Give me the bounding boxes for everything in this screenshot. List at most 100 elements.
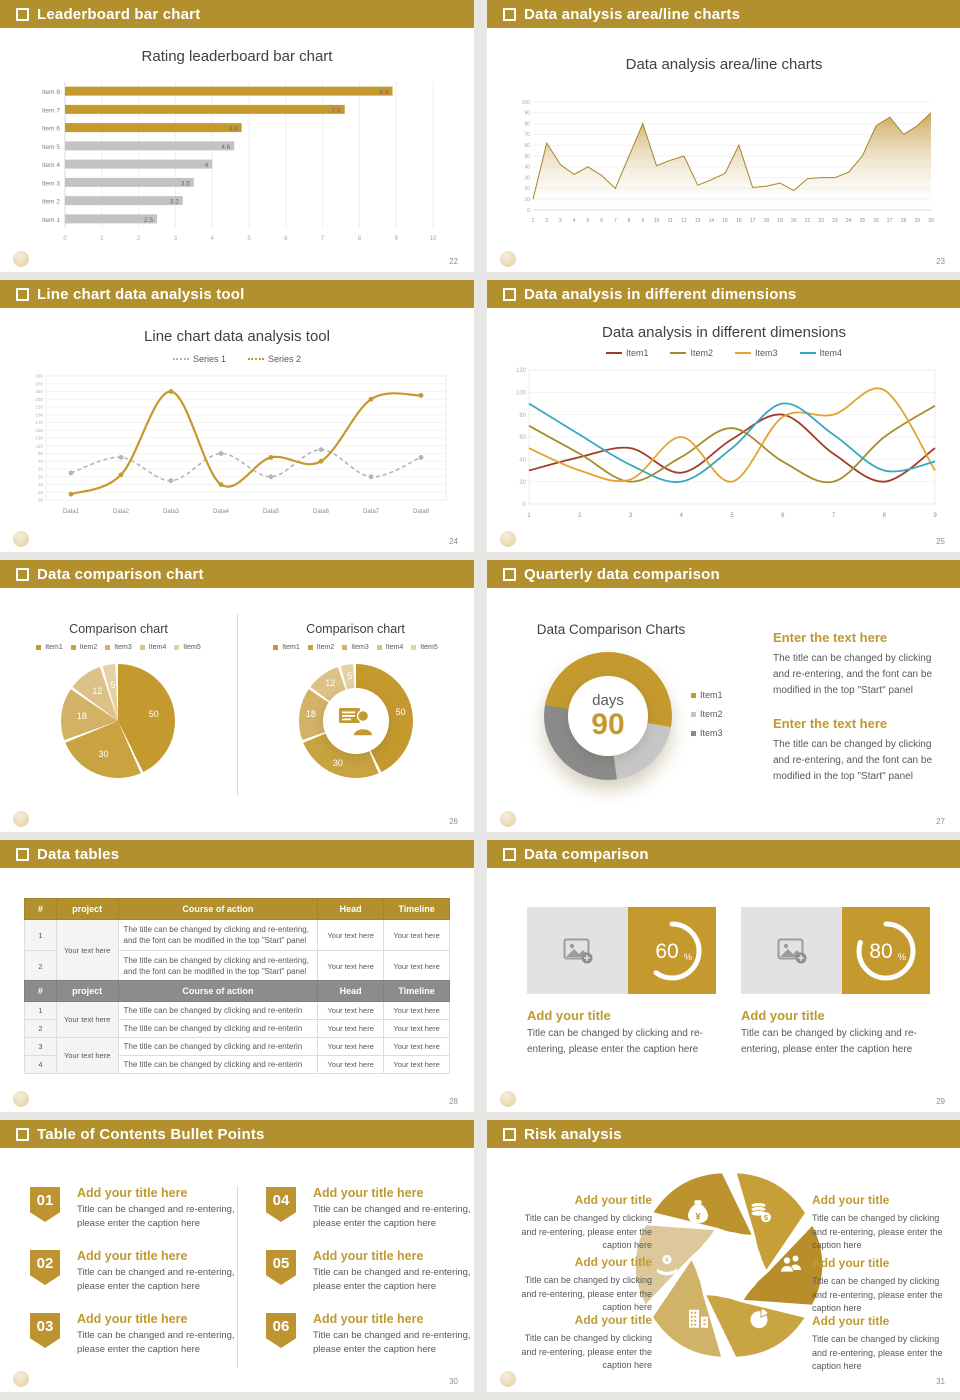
chart-title: Data analysis in different dimensions (601, 324, 847, 341)
legend-marker-icon (691, 730, 696, 736)
donut-center-value: 90 (591, 707, 625, 741)
svg-text:100: 100 (516, 390, 527, 396)
row-number: 4 (24, 1055, 57, 1074)
page-number: 27 (936, 817, 945, 826)
bar (65, 123, 242, 133)
risk-text-block: Add your title Title can be changed by cl… (812, 1254, 952, 1316)
risk-caption: Title can be changed by clicking and re-… (812, 1334, 943, 1371)
legend-label: Item3 (114, 644, 132, 651)
donut-hole (322, 687, 390, 755)
legend-label: Item3 (755, 348, 778, 358)
shell-logo-icon (500, 1371, 516, 1387)
legend-label: Item4 (819, 348, 843, 358)
svg-text:10: 10 (524, 197, 530, 203)
svg-text:20: 20 (519, 480, 526, 486)
donut-chart: 50 30 18 12 5 (299, 664, 413, 778)
block-body: The title can be changed by clicking and… (773, 653, 933, 696)
legend-marker-icon (307, 645, 313, 650)
svg-text:8: 8 (358, 236, 362, 242)
row-number: 1 (24, 919, 57, 951)
legend-label: Item1 (282, 644, 300, 651)
pinwheel-petal (734, 1171, 808, 1274)
bar-chart: 0 1 2 3 4 5 6 7 8 9 10 8.9 Item 8 7.6 Item 7 4.8 Item 6 4… (27, 78, 447, 251)
bullet-square-icon (503, 1127, 516, 1141)
svg-text:0: 0 (523, 502, 527, 508)
legend-item: Item4 (376, 644, 403, 651)
bar (65, 159, 213, 169)
svg-text:10: 10 (430, 236, 437, 242)
toc-item: 03 Add your title here Title can be change… (30, 1312, 235, 1368)
slice-label: 5 (110, 679, 116, 690)
column-header: Timeline (383, 898, 450, 920)
svg-text:23: 23 (832, 218, 838, 224)
bar-value-label: 4.8 (229, 126, 238, 133)
svg-text:30: 30 (38, 474, 44, 479)
slide-header-title: Leaderboard bar chart (37, 5, 201, 23)
bar-value-label: 2.5 (144, 217, 153, 224)
legend-marker-icon (139, 645, 145, 650)
category-label: Item 4 (42, 162, 60, 169)
progress-arc (856, 921, 916, 980)
svg-text:70: 70 (38, 459, 44, 464)
svg-text:10: 10 (654, 218, 660, 224)
svg-text:40: 40 (519, 457, 526, 463)
svg-text:7: 7 (321, 236, 325, 242)
slide-header: Data analysis area/line charts (487, 0, 960, 28)
svg-text:9: 9 (933, 513, 937, 519)
bullet-square-icon (16, 287, 29, 301)
head-cell: Your text here (317, 1001, 385, 1020)
series-line (70, 448, 422, 482)
risk-title: Add your title (812, 1256, 890, 1270)
number-badge: 04 (266, 1187, 296, 1222)
shell-logo-icon (13, 811, 29, 827)
table-row: 4 The title can be changed by clicking an… (24, 1055, 450, 1074)
slide-header-title: Data analysis area/line charts (524, 5, 741, 23)
risk-text-block: Add your title Title can be changed by cl… (512, 1311, 652, 1373)
svg-text:6: 6 (284, 236, 288, 242)
toc-caption: Title can be changed and re-entering, pl… (313, 1330, 471, 1355)
legend-marker-icon (36, 645, 42, 650)
slide-data-tables: Data tables # project Course of action Head… (0, 840, 474, 1112)
legend-item: Item3 (105, 644, 132, 651)
row-number: 2 (24, 1019, 57, 1038)
slide-header-title: Table of Contents Bullet Points (37, 1125, 265, 1143)
svg-text:4: 4 (573, 218, 576, 224)
slide-quarterly-comparison: Quarterly data comparison Data Compariso… (487, 560, 960, 832)
svg-text:120: 120 (516, 368, 527, 374)
svg-text:3: 3 (174, 236, 178, 242)
row-number: 3 (24, 1037, 57, 1056)
legend-item: Item1 (273, 644, 300, 651)
svg-text:250: 250 (35, 389, 43, 394)
svg-text:0: 0 (527, 208, 530, 214)
line-chart: 0 20 40 60 80 100 120 1 2 3 4 5 6 7 8 9 (505, 364, 943, 525)
svg-text:25: 25 (860, 218, 866, 224)
timeline-cell: Your text here (383, 1037, 450, 1056)
toc-caption: Title can be changed and re-entering, pl… (77, 1267, 235, 1292)
card-title: Add your title (527, 1008, 611, 1023)
svg-text:12: 12 (681, 218, 687, 224)
legend-item: Item2 (307, 644, 334, 651)
toc-title: Add your title here (313, 1312, 424, 1326)
image-placeholder (527, 907, 628, 994)
donut-center-label: days (592, 691, 624, 709)
slide-line-chart-tool: Line chart data analysis tool Line chart… (0, 280, 474, 552)
svg-text:29: 29 (914, 218, 920, 224)
risk-title: Add your title (812, 1314, 890, 1328)
image-placeholder-icon (777, 938, 806, 963)
svg-text:130: 130 (35, 436, 43, 441)
legend-label: Series 2 (268, 354, 302, 364)
svg-text:10: 10 (38, 482, 44, 487)
chart-legend: Item1 Item2 Item3 Item4 Item5 (0, 644, 237, 651)
svg-text:Data6: Data6 (313, 509, 330, 515)
category-label: Item 5 (42, 144, 60, 151)
risk-caption: Title can be changed by clicking and re-… (521, 1333, 652, 1370)
risk-title: Add your title (574, 1313, 652, 1327)
head-cell: Your text here (317, 1019, 385, 1038)
svg-text:3: 3 (559, 218, 562, 224)
timeline-cell: Your text here (383, 919, 450, 951)
svg-text:2: 2 (137, 236, 141, 242)
svg-text:70: 70 (524, 132, 530, 138)
toc-title: Add your title here (77, 1186, 188, 1200)
svg-text:¥: ¥ (695, 1211, 700, 1221)
